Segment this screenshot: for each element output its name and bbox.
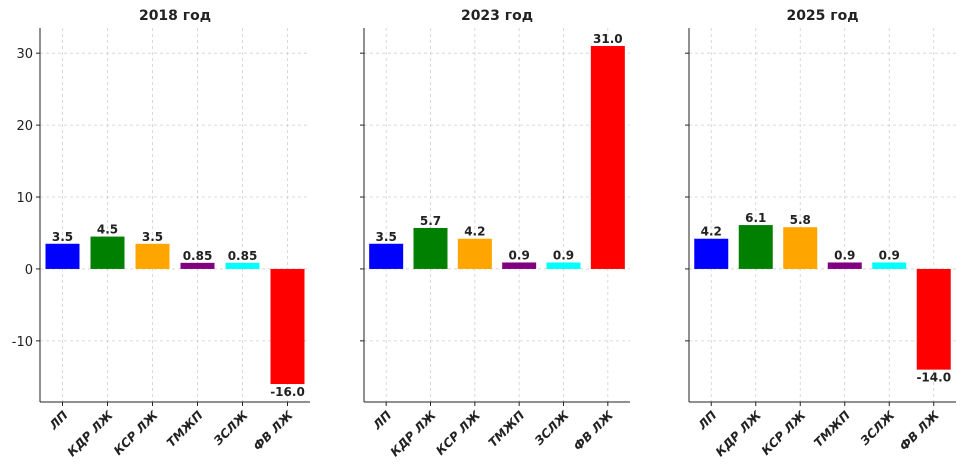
- y-tick-label: -10: [12, 335, 33, 350]
- bar-6: [590, 45, 625, 269]
- bar-3: [783, 227, 818, 269]
- bar-value-label: 3.5: [142, 230, 163, 244]
- x-tick-label: КДР ЛЖ: [65, 408, 116, 459]
- x-tick-label: ТМЖП: [486, 408, 528, 450]
- bar-6: [270, 268, 305, 385]
- y-tick-label: 20: [16, 119, 33, 134]
- x-tick-label: ЛП: [370, 408, 395, 433]
- bar-3: [457, 238, 492, 269]
- bar-value-label: -14.0: [916, 371, 951, 385]
- chart-title: 2018 год: [139, 8, 211, 24]
- bar-value-label: 0.85: [183, 249, 213, 263]
- bar-4: [827, 262, 862, 269]
- bar-value-label: 5.7: [420, 214, 441, 228]
- x-tick-label: ЗСЛЖ: [532, 408, 572, 448]
- x-tick-label: КСР ЛЖ: [433, 408, 483, 458]
- x-tick-label: ФВ ЛЖ: [571, 408, 616, 453]
- bar-1: [369, 243, 404, 269]
- chart-title: 2023 год: [461, 8, 533, 24]
- bar-2: [413, 227, 448, 269]
- bar-value-label: 4.2: [701, 225, 722, 239]
- y-tick-label: 10: [16, 191, 33, 206]
- bar-1: [45, 243, 80, 269]
- bar-5: [546, 262, 581, 269]
- bar-value-label: 0.9: [879, 248, 900, 262]
- chart-title: 2025 год: [786, 8, 858, 24]
- y-tick-label: 0: [25, 263, 33, 278]
- x-tick-label: ЛП: [46, 408, 71, 433]
- bar-6: [916, 268, 951, 370]
- x-tick-label: КДР ЛЖ: [388, 408, 439, 459]
- y-tick-label: 30: [16, 47, 33, 62]
- x-tick-label: ТМЖП: [811, 408, 853, 450]
- bar-value-label: 6.1: [745, 211, 766, 225]
- bar-value-label: 0.9: [553, 248, 574, 262]
- bar-value-label: 5.8: [790, 213, 811, 227]
- x-tick-label: КСР ЛЖ: [759, 408, 809, 458]
- bar-value-label: 4.5: [97, 223, 118, 237]
- bar-2: [738, 225, 773, 269]
- bar-3: [135, 243, 170, 269]
- x-tick-label: ЗСЛЖ: [211, 408, 251, 448]
- bar-value-label: 3.5: [52, 230, 73, 244]
- x-tick-label: ЗСЛЖ: [858, 408, 898, 448]
- bar-4: [502, 262, 537, 269]
- x-tick-label: ФВ ЛЖ: [897, 408, 942, 453]
- bar-value-label: 0.9: [834, 248, 855, 262]
- bar-value-label: 0.9: [509, 248, 530, 262]
- bar-value-label: 0.85: [228, 249, 258, 263]
- bar-4: [180, 262, 215, 269]
- bar-value-label: 4.2: [464, 225, 485, 239]
- bar-2: [90, 236, 125, 269]
- bar-value-label: 31.0: [593, 32, 623, 46]
- x-tick-label: ЛП: [695, 408, 720, 433]
- bar-value-label: -16.0: [270, 385, 305, 399]
- bar-5: [225, 262, 260, 269]
- x-tick-label: КДР ЛЖ: [713, 408, 764, 459]
- bar-value-label: 3.5: [376, 230, 397, 244]
- x-tick-label: ТМЖП: [164, 408, 206, 450]
- x-tick-label: КСР ЛЖ: [111, 408, 161, 458]
- x-tick-label: ФВ ЛЖ: [250, 408, 295, 453]
- bar-5: [872, 262, 907, 269]
- bar-1: [694, 238, 729, 269]
